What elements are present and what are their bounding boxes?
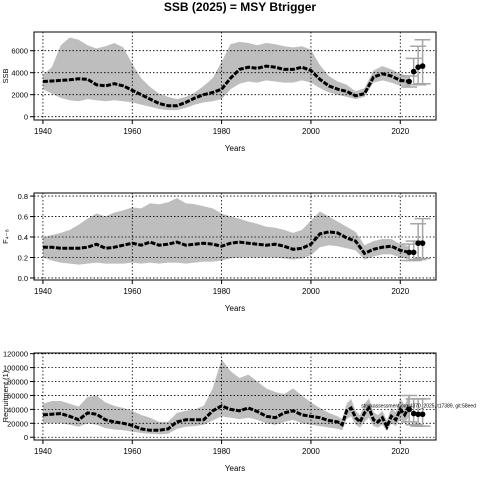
panel-frame: [33, 31, 437, 121]
panel-frame: [33, 192, 437, 281]
y-tick-label: 20000: [7, 419, 28, 428]
projection-point: [419, 240, 426, 246]
x-tick-label: 1960: [123, 287, 141, 296]
y-tick-label: 4000: [11, 69, 28, 78]
estimate-line: [42, 404, 411, 432]
chart-annotation: stockassessment.org:4370_2025, t17389, g…: [361, 403, 476, 409]
panel-ssb: 1940 1960 1980 2000 2020 0 2000 4000 6000 Years SS…: [1, 31, 437, 153]
projection-point: [419, 411, 426, 418]
y-tick-label: 6000: [11, 47, 28, 56]
x-tick-label: 2000: [302, 447, 320, 456]
y-tick-label: 0.0: [18, 274, 28, 283]
projection-point: [415, 240, 421, 246]
x-axis-label: Years: [225, 464, 245, 473]
x-tick-label: 1940: [34, 447, 52, 456]
projection-point: [410, 249, 417, 256]
confidence-band: [42, 359, 410, 435]
projection-point: [406, 406, 413, 413]
y-tick-label: 80000: [7, 378, 28, 387]
y-tick-label: 0.2: [18, 253, 28, 262]
confidence-band: [42, 37, 410, 111]
y-tick-label: 60000: [7, 391, 28, 400]
y-axis-label: SSB: [1, 68, 10, 83]
y-axis-label: F₄₋₈: [1, 229, 10, 244]
y-tick-label: 100000: [3, 364, 28, 373]
y-tick-label: 40000: [7, 405, 28, 414]
x-tick-label: 1940: [34, 287, 52, 296]
y-tick-label: 120000: [3, 350, 28, 359]
x-tick-label: 1940: [34, 127, 52, 136]
panel-recruitment: 1940 1960 1980 2000 2020 0 20000 40000 60000 8000…: [1, 350, 476, 473]
x-tick-label: 1980: [213, 447, 231, 456]
x-tick-label: 2020: [391, 127, 409, 136]
y-axis-label: Recruitment (1): [1, 370, 10, 422]
figure-title: SSB (2025) = MSY Btrigger: [163, 0, 317, 14]
y-tick-label: 0.6: [18, 213, 28, 222]
x-tick-label: 1960: [123, 447, 141, 456]
x-tick-label: 2020: [391, 447, 409, 456]
y-tick-label: 2000: [11, 91, 28, 100]
x-tick-label: 2000: [302, 127, 320, 136]
panel-fishing: 1940 1960 1980 2000 2020 0.0 0.2 0.4 0.6 0.8 Years…: [1, 192, 437, 313]
x-tick-label: 1960: [123, 127, 141, 136]
panel-frame: [33, 352, 437, 441]
estimate-line: [42, 64, 410, 108]
projection-point: [415, 411, 421, 418]
projection-point: [415, 64, 421, 70]
x-tick-label: 2000: [302, 287, 320, 296]
y-tick-label: 0.8: [18, 192, 28, 201]
y-tick-label: 0: [24, 113, 28, 122]
x-tick-label: 1980: [213, 287, 231, 296]
x-axis-label: Years: [225, 144, 245, 153]
projection-point: [410, 68, 417, 75]
projection-point: [410, 410, 417, 417]
x-tick-label: 2020: [391, 287, 409, 296]
projection-point: [406, 78, 413, 85]
projection-point: [419, 63, 426, 69]
projection-point: [406, 249, 413, 256]
confidence-band: [42, 198, 410, 265]
x-axis-label: Years: [225, 304, 245, 313]
y-tick-label: 0.4: [18, 233, 28, 242]
y-tick-label: 0: [24, 433, 28, 442]
x-tick-label: 1980: [213, 127, 231, 136]
estimate-line: [42, 230, 410, 256]
